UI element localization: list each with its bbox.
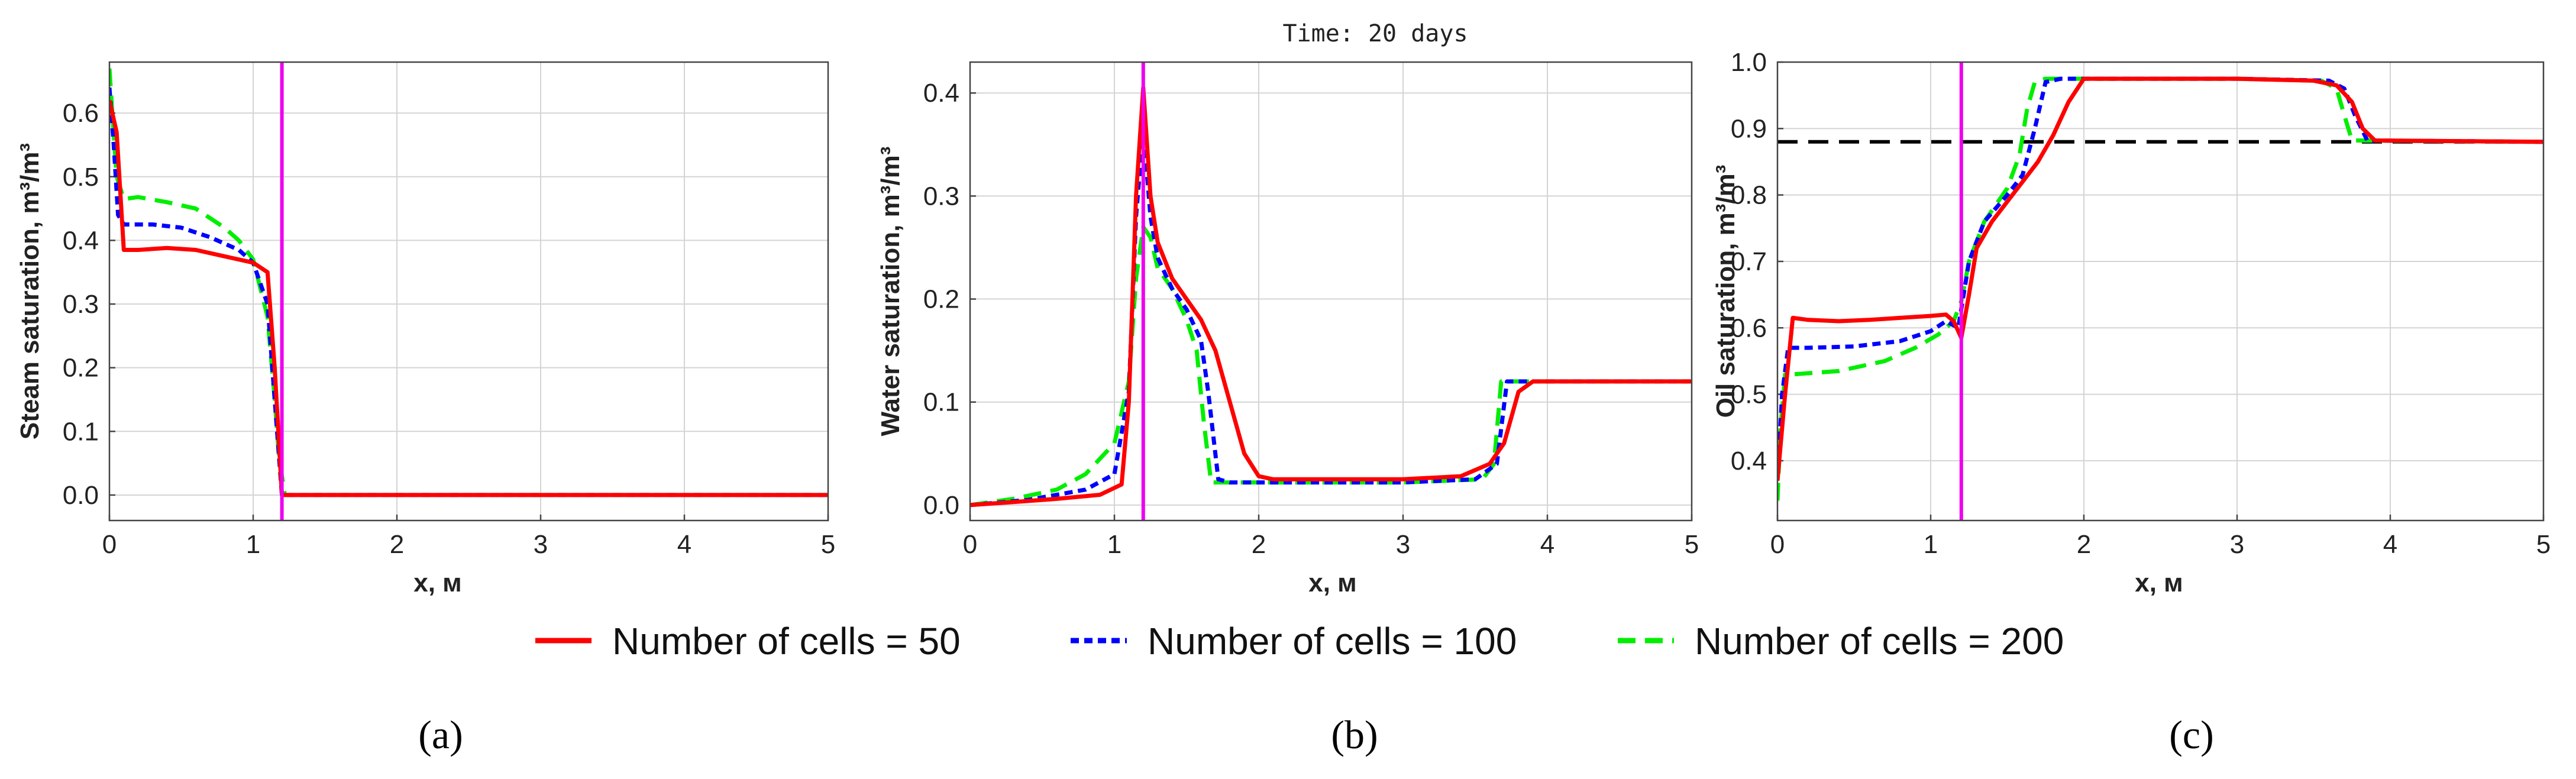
y-tick-label: 0.0: [63, 481, 99, 510]
x-axis-label: x, м: [1308, 568, 1356, 597]
x-tick-label: 5: [2536, 530, 2551, 559]
x-tick-label: 2: [1252, 530, 1266, 559]
y-tick-label: 0.5: [63, 163, 99, 192]
y-axis-label: Water saturation, m³/m³: [876, 147, 905, 437]
panel-caption-a: (a): [418, 712, 463, 757]
series-cells-200-line: [970, 225, 1692, 508]
y-axis-label: Oil saturation, m³/m³: [1711, 165, 1740, 418]
y-tick-label: 0.9: [1731, 114, 1767, 143]
plot-area: [109, 62, 828, 521]
legend-label-series-cells-100: Number of cells = 100: [1148, 620, 1517, 662]
x-tick-label: 4: [1540, 530, 1554, 559]
x-tick-label: 4: [2383, 530, 2397, 559]
x-tick-label: 5: [1685, 530, 1699, 559]
x-tick-label: 1: [1107, 530, 1121, 559]
y-tick-label: 0.3: [63, 290, 99, 319]
y-tick-label: 0.3: [923, 182, 959, 211]
x-tick-label: 4: [677, 530, 691, 559]
x-axis-label: x, м: [2135, 568, 2183, 597]
series-cells-50-line: [109, 99, 828, 497]
plot-frame: [108, 61, 829, 522]
panels: 0 1 2 3 4 5 0.0 0.1 0.2 0.3 0.4 0.5 0.6 x, м Steam sat…: [15, 48, 2551, 597]
plot-frame: [1776, 61, 2545, 522]
y-tick-label: 0.6: [1731, 313, 1767, 342]
chart-panel-c: 0 1 2 3 4 5 0.4 0.5 0.6 0.7 0.8 0.9 1.0 x, м Oil satur…: [1711, 48, 2551, 597]
plot-frame: [969, 61, 1693, 522]
y-tick-label: 0.7: [1731, 247, 1767, 276]
x-tick-label: 0: [1770, 530, 1785, 559]
y-tick-label: 0.6: [63, 99, 99, 128]
x-tick-label: 1: [1924, 530, 1938, 559]
y-tick-label: 0.4: [923, 79, 959, 108]
x-tick-label: 3: [1396, 530, 1410, 559]
panel-caption-c: (c): [2169, 712, 2213, 757]
y-tick-label: 0.4: [1731, 447, 1767, 476]
y-tick-label: 0.8: [1731, 181, 1767, 210]
series-cells-100-line: [1777, 76, 2543, 481]
legend-label-series-cells-200: Number of cells = 200: [1695, 620, 2064, 662]
y-tick-label: 0.5: [1731, 380, 1767, 409]
y-axis-label: Steam saturation, m³/m³: [15, 143, 44, 439]
x-tick-label: 0: [102, 530, 117, 559]
chart-title: Time: 20 days: [1282, 20, 1468, 47]
chart-panel-a: 0 1 2 3 4 5 0.0 0.1 0.2 0.3 0.4 0.5 0.6 x, м Steam sat…: [15, 61, 835, 597]
x-tick-label: 2: [2077, 530, 2091, 559]
x-axis-label: x, м: [413, 568, 461, 597]
y-tick-label: 0.1: [923, 388, 959, 417]
x-tick-label: 3: [2230, 530, 2244, 559]
series-cells-100-line: [970, 127, 1692, 508]
legend-label-series-cells-50: Number of cells = 50: [612, 620, 961, 662]
plot-area: [970, 62, 1692, 521]
series-cells-50-line: [1777, 76, 2543, 481]
plot-area: [1777, 62, 2543, 521]
series-cells-100-line: [109, 87, 828, 497]
x-tick-label: 0: [963, 530, 977, 559]
series-cells-50-line: [970, 86, 1692, 508]
y-tick-label: 0.1: [63, 417, 99, 446]
legend: Number of cells = 50 Number of cells = 10…: [535, 620, 2064, 662]
y-tick-label: 0.4: [63, 226, 99, 255]
x-tick-label: 5: [821, 530, 835, 559]
chart-panel-b: 0 1 2 3 4 5 0.0 0.1 0.2 0.3 0.4 x, м Water saturatio…: [876, 61, 1699, 597]
x-tick-label: 3: [534, 530, 548, 559]
panel-captions: (a) (b) (c): [418, 712, 2213, 757]
x-tick-label: 1: [246, 530, 260, 559]
y-tick-label: 1.0: [1731, 48, 1767, 77]
y-tick-label: 0.2: [923, 285, 959, 314]
panel-caption-b: (b): [1331, 712, 1378, 757]
y-tick-label: 0.2: [63, 354, 99, 383]
y-tick-label: 0.0: [923, 491, 959, 520]
x-tick-label: 2: [390, 530, 404, 559]
